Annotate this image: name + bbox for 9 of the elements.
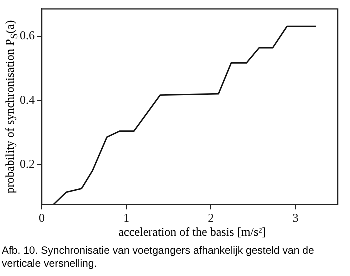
x-tick-label: 0 — [39, 210, 45, 225]
y-tick-label: 0.2 — [20, 157, 35, 172]
x-axis-title: acceleration of the basis [m/s²] — [118, 225, 268, 240]
y-tick-label: 0.6 — [20, 28, 35, 43]
y-tick-label: 0.4 — [20, 92, 35, 107]
text: Afb. 10. Synchronisatie van voetgangers afhankelijk gesteld van de verticale versnelling. — [2, 245, 316, 271]
x-tick-label: 3 — [292, 210, 299, 225]
x-tick-label: 2 — [208, 210, 214, 225]
x-tick-label: 1 — [124, 210, 130, 225]
